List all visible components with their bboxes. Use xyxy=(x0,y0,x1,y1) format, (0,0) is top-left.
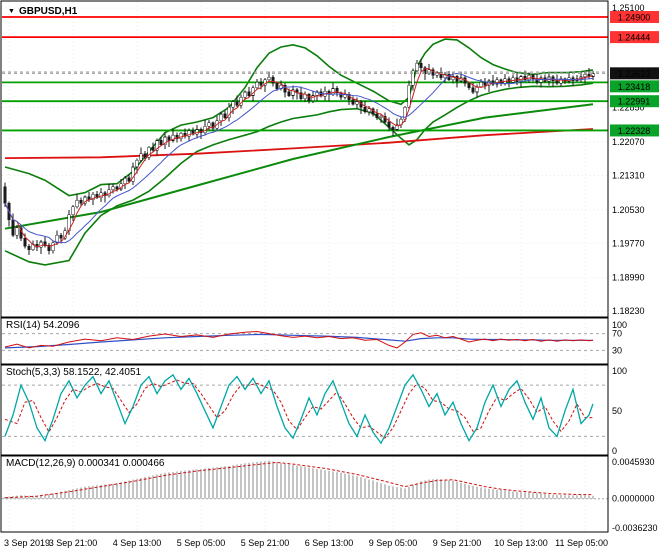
svg-text:5 Sep 21:00: 5 Sep 21:00 xyxy=(241,538,290,548)
svg-text:50: 50 xyxy=(612,406,622,416)
macd-layer xyxy=(2,460,608,500)
ma-trend-green xyxy=(4,103,594,230)
level-lines-layer xyxy=(2,16,608,132)
stoch-layer xyxy=(2,373,608,445)
stoch-k-line xyxy=(4,373,594,445)
svg-text:70: 70 xyxy=(612,329,622,339)
bollinger-lower xyxy=(4,82,594,266)
svg-text:6 Sep 13:00: 6 Sep 13:00 xyxy=(305,538,354,548)
svg-text:30: 30 xyxy=(612,345,622,355)
rsi-layer xyxy=(2,330,608,351)
svg-text:10 Sep 13:00: 10 Sep 13:00 xyxy=(494,538,548,548)
svg-text:1.19770: 1.19770 xyxy=(612,238,645,248)
support-price-marker xyxy=(610,124,659,137)
svg-text:100: 100 xyxy=(612,366,627,376)
svg-text:9 Sep 05:00: 9 Sep 05:00 xyxy=(369,538,418,548)
svg-text:11 Sep 05:00: 11 Sep 05:00 xyxy=(555,538,608,548)
indicator-axes[interactable]: 10070301005000.00459300.0000000-0.003623… xyxy=(612,320,658,533)
svg-text:100: 100 xyxy=(612,320,627,330)
stoch-d-line xyxy=(4,379,593,439)
svg-text:1.24444: 1.24444 xyxy=(618,33,651,43)
panel-borders xyxy=(0,0,609,533)
svg-text:1.18230: 1.18230 xyxy=(612,306,645,316)
candles-layer xyxy=(3,58,595,256)
price-axis[interactable]: 1.25100 1.22850 1.22070 1.21310 1.20530 1.197… xyxy=(610,3,659,316)
rsi-main-line xyxy=(4,330,594,349)
svg-text:5 Sep 05:00: 5 Sep 05:00 xyxy=(177,538,226,548)
svg-text:0.0045930: 0.0045930 xyxy=(612,457,655,467)
svg-text:1.23623: 1.23623 xyxy=(618,69,651,79)
svg-text:1.22991: 1.22991 xyxy=(618,97,651,107)
bid-ask-lines xyxy=(2,71,608,74)
svg-text:1.22328: 1.22328 xyxy=(618,126,651,136)
svg-text:1.22070: 1.22070 xyxy=(612,137,645,147)
ma-slow-red xyxy=(4,128,594,159)
svg-text:1.23418: 1.23418 xyxy=(618,82,651,92)
svg-text:0: 0 xyxy=(612,446,617,456)
svg-text:0.0000000: 0.0000000 xyxy=(612,494,655,504)
svg-text:-0.0036230: -0.0036230 xyxy=(612,523,658,533)
support-price-marker xyxy=(610,80,659,93)
resistance-price-marker xyxy=(610,31,659,44)
svg-text:1.20530: 1.20530 xyxy=(612,205,645,215)
svg-text:4 Sep 13:00: 4 Sep 13:00 xyxy=(113,538,162,548)
svg-text:3 Sep 21:00: 3 Sep 21:00 xyxy=(49,538,98,548)
fast-ma-layer xyxy=(4,68,594,248)
svg-text:1.24900: 1.24900 xyxy=(618,12,651,22)
moving-averages-layer xyxy=(4,103,594,230)
svg-text:1.18990: 1.18990 xyxy=(612,273,645,283)
support-price-marker xyxy=(610,95,659,108)
svg-text:1.25100: 1.25100 xyxy=(612,3,645,13)
macd-signal-line xyxy=(4,461,594,499)
svg-text:9 Sep 21:00: 9 Sep 21:00 xyxy=(433,538,482,548)
current-price-marker xyxy=(610,67,659,80)
svg-text:3 Sep 2019: 3 Sep 2019 xyxy=(4,538,50,548)
svg-text:1.21310: 1.21310 xyxy=(612,170,645,180)
resistance-price-marker xyxy=(610,10,659,23)
svg-text:1.22850: 1.22850 xyxy=(612,102,645,112)
